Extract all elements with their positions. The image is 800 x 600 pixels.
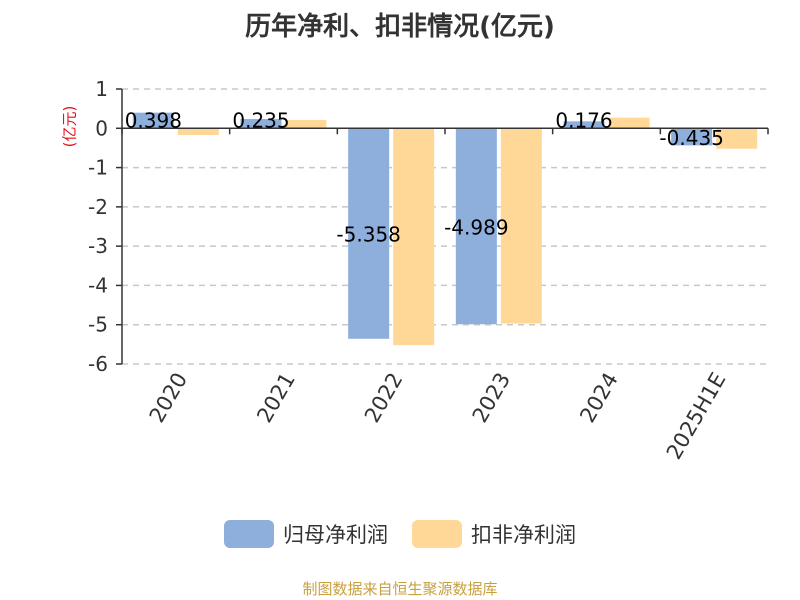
y-tick-label: -1 xyxy=(88,156,108,180)
data-label: 0.235 xyxy=(232,108,289,132)
legend-swatch-series-2 xyxy=(412,520,462,548)
bar-series-1-2024[interactable] xyxy=(563,121,605,129)
bar-series-2-2020[interactable] xyxy=(177,128,219,135)
x-tick-label: 2024 xyxy=(575,369,623,427)
bar-series-1-2021[interactable] xyxy=(240,119,282,129)
y-tick-label: -5 xyxy=(88,313,108,337)
bar-series-1-2025H1E[interactable] xyxy=(671,128,713,146)
x-tick-label: 2020 xyxy=(145,369,193,427)
data-label: 0.176 xyxy=(555,108,612,132)
legend-label-series-1: 归母净利润 xyxy=(283,523,388,547)
legend-item-series-1[interactable]: 归母净利润 xyxy=(224,519,388,549)
x-tick-label: 2025H1E xyxy=(662,369,731,464)
y-tick-label: -2 xyxy=(88,195,108,219)
bar-series-2-2021[interactable] xyxy=(285,120,327,129)
legend-swatch-series-1 xyxy=(224,520,274,548)
legend-label-series-2: 扣非净利润 xyxy=(471,523,576,547)
data-label: -0.435 xyxy=(659,126,723,150)
bar-series-2-2025H1E[interactable] xyxy=(716,128,758,149)
y-tick-label: 0 xyxy=(95,116,108,140)
x-tick-label: 2023 xyxy=(468,369,516,427)
chart-title: 历年净利、扣非情况(亿元) xyxy=(245,12,555,42)
y-tick-label: -4 xyxy=(88,273,108,297)
y-tick-label: -6 xyxy=(88,352,108,376)
x-tick-label: 2021 xyxy=(252,369,300,427)
x-tick-label: 2022 xyxy=(360,369,408,427)
data-label: -4.989 xyxy=(444,215,508,239)
bar-series-2-2024[interactable] xyxy=(608,117,650,129)
legend: 归母净利润 扣非净利润 xyxy=(0,519,800,549)
source-footer: 制图数据来自恒生聚源数据库 xyxy=(302,580,498,598)
bar-series-2-2023[interactable] xyxy=(500,128,542,324)
data-label: 0.398 xyxy=(125,108,182,132)
y-tick-label: -3 xyxy=(88,234,108,258)
legend-item-series-2[interactable]: 扣非净利润 xyxy=(412,519,576,549)
bar-series-1-2020[interactable] xyxy=(132,112,174,129)
y-tick-label: 1 xyxy=(95,77,108,101)
bar-series-1-2023[interactable] xyxy=(455,128,497,325)
data-label: -5.358 xyxy=(336,223,400,247)
bar-series-2-2022[interactable] xyxy=(393,128,435,346)
bar-series-1-2022[interactable] xyxy=(348,128,390,339)
